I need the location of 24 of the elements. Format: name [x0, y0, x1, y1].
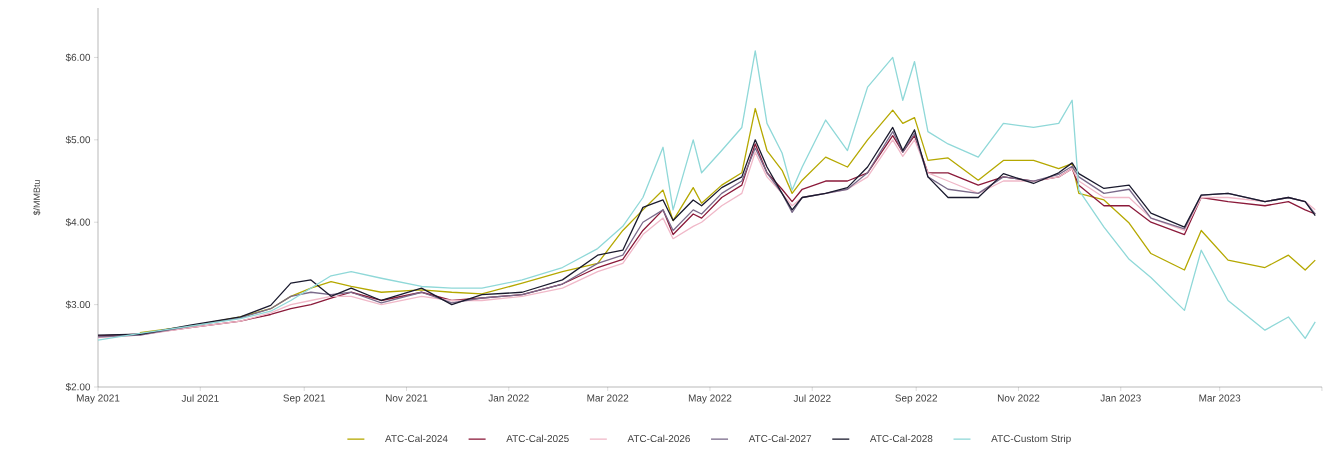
x-tick-label: May 2021 — [76, 394, 120, 404]
y-tick-label: $6.00 — [65, 53, 91, 62]
x-tick-label: May 2022 — [688, 394, 732, 404]
y-tick-label: $3.00 — [65, 300, 91, 309]
x-tick-label: Jan 2022 — [488, 394, 529, 402]
x-tick-label: Jan 2023 — [1100, 394, 1141, 402]
x-tick-label: Sep 2022 — [895, 394, 938, 404]
y-axis-title: $/MMBtu — [33, 180, 41, 216]
x-tick-label: Mar 2022 — [587, 394, 629, 402]
x-tick-label: Sep 2021 — [283, 394, 326, 404]
x-tick-label: Jul 2022 — [793, 394, 831, 402]
legend-label: ATC-Cal-2025 — [506, 434, 569, 443]
x-tick-label: Jul 2021 — [181, 394, 219, 402]
y-tick-label: $4.00 — [65, 218, 91, 227]
x-tick-label: Nov 2022 — [997, 394, 1040, 402]
legend-label: ATC-Cal-2024 — [385, 434, 448, 443]
legend-label: ATC-Custom Strip — [991, 434, 1071, 445]
legend-label: ATC-Cal-2027 — [748, 434, 812, 443]
legend-label: ATC-Cal-2026 — [627, 434, 690, 443]
y-tick-label: $5.00 — [65, 135, 91, 144]
x-tick-label: Mar 2023 — [1199, 394, 1241, 402]
y-tick-label: $2.00 — [65, 382, 91, 392]
x-tick-label: Nov 2021 — [385, 394, 428, 402]
legend-label: ATC-Cal-2028 — [869, 434, 933, 443]
